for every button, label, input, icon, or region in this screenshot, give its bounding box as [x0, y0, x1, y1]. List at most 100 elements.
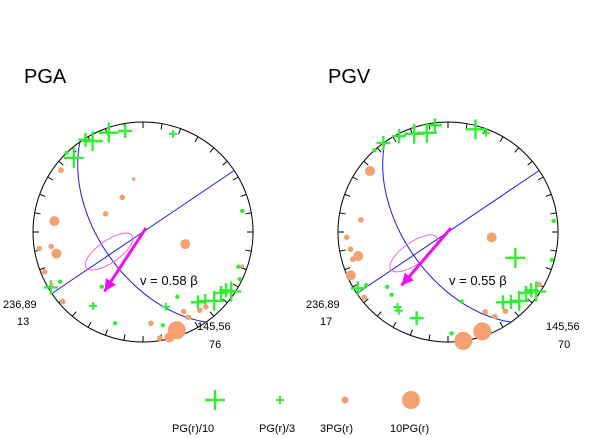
plus-marker — [465, 119, 486, 140]
tick-mark — [499, 136, 504, 143]
tick-mark — [39, 193, 46, 197]
circle-marker — [486, 232, 497, 243]
circle-marker — [240, 264, 245, 269]
legend-label-pg-over-10: PG(r)/10 — [172, 423, 214, 435]
panel-title: PGV — [328, 66, 371, 88]
tick-mark — [104, 329, 108, 336]
strike-label-left-top: 236,89 — [306, 299, 340, 311]
dot-marker — [58, 279, 63, 284]
dot-marker — [384, 284, 390, 289]
tick-mark — [550, 212, 557, 215]
plus-marker — [427, 118, 442, 133]
legend: PG(r)/10 PG(r)/3 3PG(r) 10PG(r) — [172, 390, 429, 435]
rupture-arrow-head — [401, 272, 414, 286]
circle-marker — [185, 314, 192, 321]
tick-mark — [344, 267, 351, 271]
tick-mark — [232, 176, 239, 181]
plus-marker — [78, 132, 93, 147]
strike-label-right-bottom: 70 — [558, 339, 570, 351]
tick-mark — [376, 311, 382, 317]
tick-mark — [222, 298, 228, 304]
tick-mark — [537, 176, 544, 181]
tick-mark — [178, 128, 182, 135]
legend-marker-large-circle — [402, 391, 420, 409]
plus-marker — [43, 280, 58, 295]
legend-label-3pg: 3PG(r) — [320, 423, 353, 435]
circle-marker — [119, 194, 126, 201]
tick-mark — [392, 136, 397, 143]
circle-marker — [51, 248, 62, 259]
tick-mark — [87, 321, 92, 328]
velocity-label: v = 0.55 β — [449, 273, 507, 288]
stereonet-panel-pgv: PGV v = 0.55 β 236,89 17 145,56 70 — [306, 66, 580, 351]
circle-marker — [196, 307, 203, 313]
strike-label-right-bottom: 76 — [209, 339, 221, 351]
plus-marker — [350, 281, 365, 296]
legend-marker-small-plus — [276, 396, 284, 404]
circle-marker — [41, 269, 48, 275]
tick-mark — [545, 193, 552, 197]
circle-marker — [347, 246, 354, 252]
circle-marker — [482, 308, 488, 315]
circle-marker — [58, 167, 64, 174]
circle-marker — [180, 239, 191, 250]
plus-marker — [221, 281, 242, 302]
legend-markers — [205, 390, 420, 410]
tick-mark — [71, 311, 77, 317]
circle-marker — [50, 282, 54, 287]
tick-mark — [209, 311, 215, 317]
tick-mark — [352, 176, 359, 181]
strike-label-right-top: 145,56 — [546, 321, 580, 333]
circle-marker — [345, 270, 356, 281]
tick-mark — [222, 160, 228, 166]
rupture-arrow-shaft — [103, 227, 148, 293]
tick-mark — [194, 136, 199, 143]
tick-mark — [245, 212, 252, 215]
panel-title: PGA — [24, 66, 67, 88]
dot-marker — [372, 148, 377, 153]
tick-mark — [363, 160, 369, 166]
tick-mark — [123, 334, 126, 341]
plus-marker — [519, 285, 534, 300]
tick-mark — [392, 321, 397, 328]
tick-mark — [409, 329, 413, 336]
tick-mark — [245, 249, 252, 252]
plus-marker — [482, 128, 491, 137]
plus-marker — [495, 295, 510, 310]
tick-mark — [363, 298, 369, 304]
dot-marker — [459, 299, 464, 304]
dot-marker — [237, 276, 242, 282]
nodal-plane-arc — [382, 141, 512, 323]
circle-marker — [454, 331, 473, 350]
tick-mark — [39, 267, 46, 271]
circle-marker — [536, 281, 542, 288]
dot-marker — [99, 284, 105, 289]
tick-mark — [209, 147, 215, 153]
tick-mark — [527, 160, 533, 166]
plus-marker — [394, 306, 403, 315]
stereonet — [337, 118, 559, 350]
circle-marker — [343, 234, 350, 241]
plus-marker — [505, 247, 526, 268]
circle-marker — [164, 332, 175, 343]
tick-mark — [240, 267, 247, 271]
circle-marker — [353, 251, 364, 262]
legend-label-10pg: 10PG(r) — [390, 423, 429, 435]
legend-marker-small-circle — [341, 396, 349, 404]
circle-marker — [502, 308, 509, 314]
confidence-ellipse — [84, 232, 134, 271]
tick-mark — [545, 267, 552, 271]
tick-mark — [514, 147, 520, 153]
dot-marker — [64, 150, 69, 156]
strike-label-left-bottom: 13 — [17, 316, 29, 328]
velocity-label: v = 0.58 β — [140, 273, 198, 288]
dot-marker — [389, 292, 394, 297]
tick-mark — [339, 249, 346, 252]
plus-marker — [161, 302, 170, 311]
tick-mark — [376, 147, 382, 153]
stereonet-panel-pga: PGA v = 0.58 β 236,89 13 145,56 76 — [3, 66, 254, 351]
dot-marker — [160, 323, 166, 328]
circle-marker — [131, 177, 136, 181]
dot-marker — [363, 283, 369, 288]
